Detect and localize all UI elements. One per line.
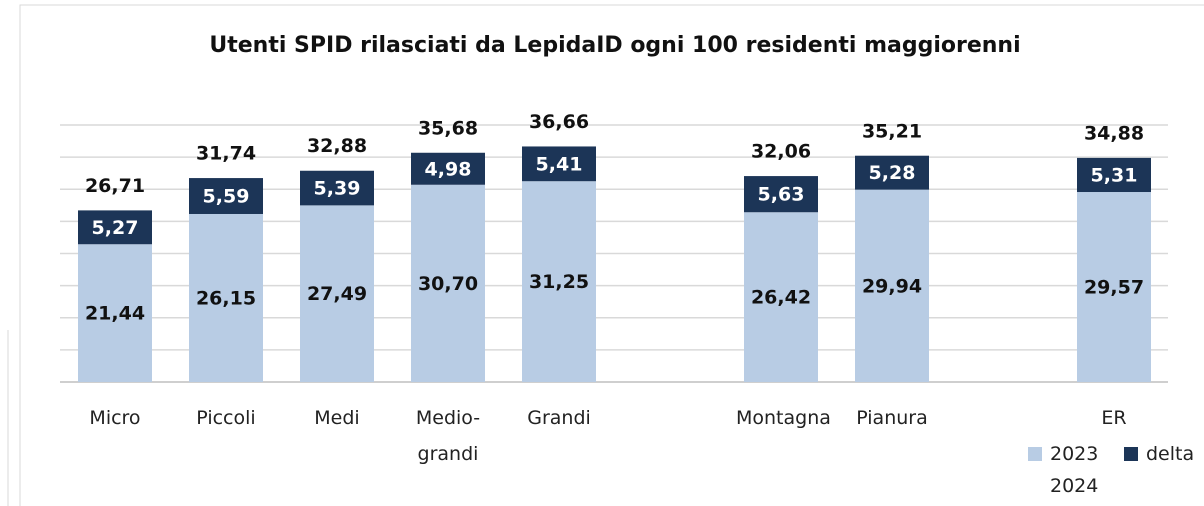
total-label: 36,66 bbox=[529, 111, 589, 133]
bar-segment bbox=[855, 189, 929, 382]
total-label: 31,74 bbox=[196, 143, 256, 165]
value-label: 5,31 bbox=[1091, 164, 1138, 186]
value-label: 5,28 bbox=[869, 162, 916, 184]
x-tick-label: Piccoli bbox=[196, 407, 256, 429]
value-label: 5,63 bbox=[758, 184, 805, 206]
total-label: 35,21 bbox=[862, 120, 922, 142]
value-label: 29,94 bbox=[862, 275, 922, 297]
value-label: 5,59 bbox=[203, 186, 250, 208]
value-label: 26,42 bbox=[751, 287, 811, 309]
bar-segment bbox=[78, 210, 152, 245]
total-label: 34,88 bbox=[1084, 122, 1144, 144]
value-label: 5,27 bbox=[92, 217, 139, 239]
bar-segment bbox=[189, 213, 263, 382]
value-label: 5,39 bbox=[314, 178, 361, 200]
bar-segment bbox=[522, 181, 596, 382]
value-label: 21,44 bbox=[85, 303, 145, 325]
legend-label: 2023 2024 bbox=[1050, 443, 1099, 497]
x-tick-label: Pianura bbox=[856, 407, 928, 429]
x-tick-label: Medi bbox=[314, 407, 360, 429]
bar-segment bbox=[744, 212, 818, 382]
bar-segment bbox=[1077, 192, 1151, 382]
bar-segment bbox=[411, 184, 485, 382]
legend-item: 2023 2024 bbox=[1028, 438, 1106, 502]
bar-segment bbox=[300, 205, 374, 382]
x-tick-label: Medio-grandi bbox=[415, 407, 481, 465]
legend-item: delta bbox=[1124, 438, 1194, 470]
bar-segment bbox=[411, 152, 485, 185]
legend-label: delta bbox=[1146, 443, 1195, 465]
bar-segment bbox=[1077, 157, 1151, 193]
chart-title: Utenti SPID rilasciati da LepidaID ogni … bbox=[209, 33, 1020, 58]
x-tick-label: ER bbox=[1101, 407, 1127, 429]
bar-segment bbox=[522, 146, 596, 182]
chart-frame bbox=[19, 4, 1204, 506]
total-label: 32,88 bbox=[307, 135, 367, 157]
legend-swatch bbox=[1124, 447, 1138, 461]
value-label: 5,41 bbox=[536, 153, 583, 175]
value-label: 30,70 bbox=[418, 273, 478, 295]
bar-segment bbox=[300, 170, 374, 206]
total-label: 32,06 bbox=[751, 141, 811, 163]
value-label: 27,49 bbox=[307, 283, 367, 305]
legend-swatch bbox=[1028, 447, 1042, 461]
value-label: 31,25 bbox=[529, 271, 589, 293]
value-label: 4,98 bbox=[425, 158, 472, 180]
bar-segment bbox=[855, 155, 929, 190]
value-label: 29,57 bbox=[1084, 277, 1144, 299]
x-tick-label: Montagna bbox=[736, 407, 831, 429]
bar-segment bbox=[744, 176, 818, 213]
x-tick-label: Grandi bbox=[527, 407, 591, 429]
total-label: 26,71 bbox=[85, 175, 145, 197]
total-label: 35,68 bbox=[418, 117, 478, 139]
x-tick-label: Micro bbox=[89, 407, 141, 429]
bar-segment bbox=[78, 244, 152, 382]
bar-segment bbox=[189, 178, 263, 214]
value-label: 26,15 bbox=[196, 287, 256, 309]
